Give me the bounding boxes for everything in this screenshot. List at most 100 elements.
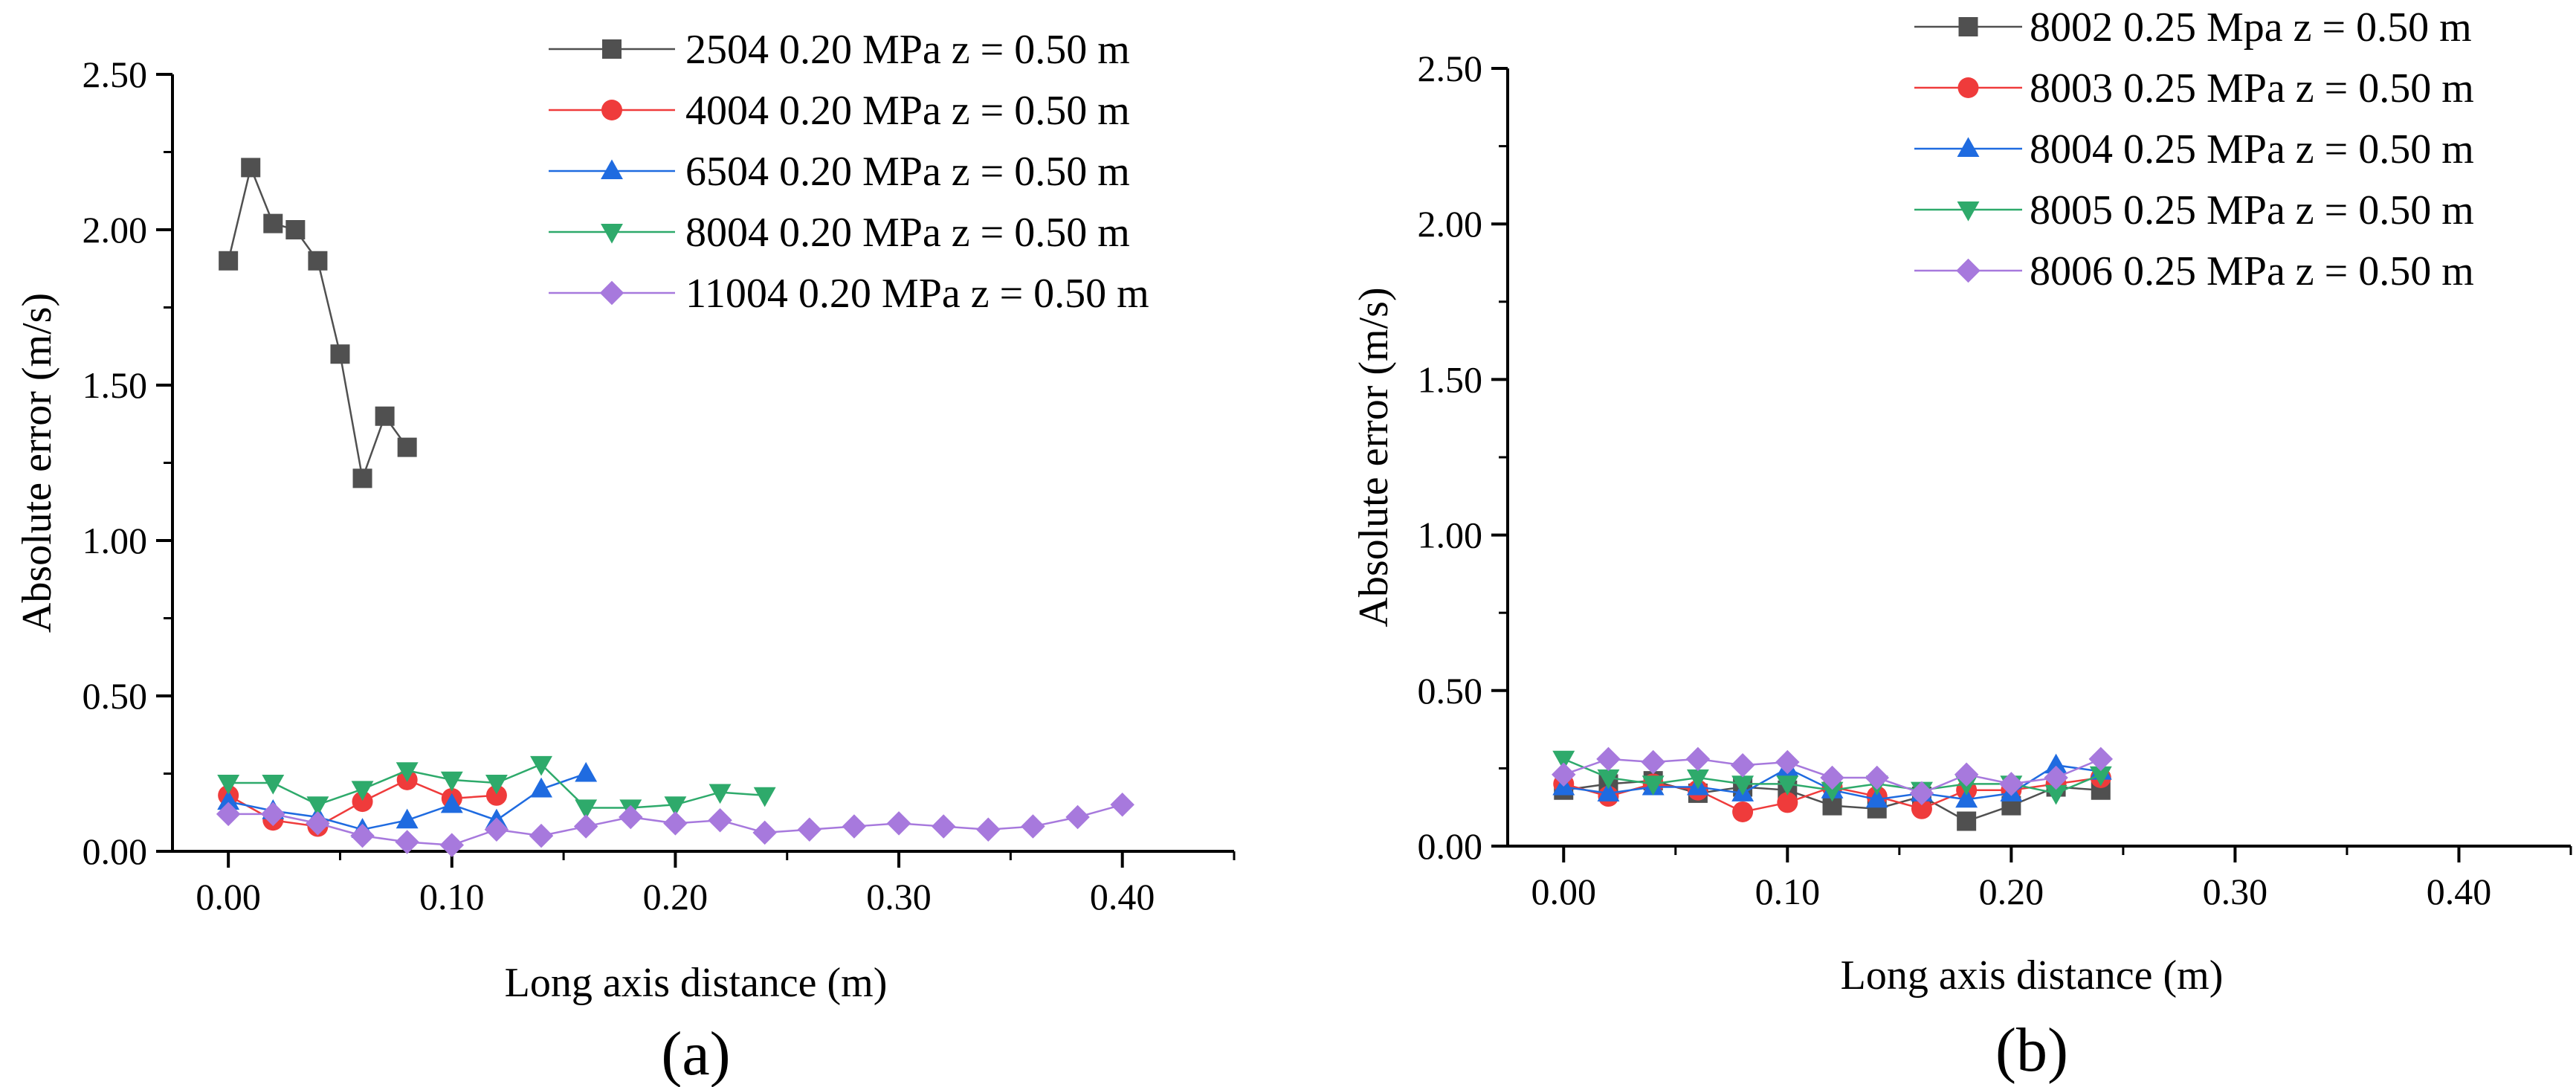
- legend-label: 6504 0.20 MPa z = 0.50 m: [685, 149, 1130, 195]
- legend-marker: [602, 39, 622, 59]
- data-point: [886, 811, 911, 836]
- data-point: [1597, 769, 1620, 790]
- data-point: [1776, 775, 1799, 796]
- data-point: [976, 817, 1001, 842]
- data-point: [708, 807, 732, 833]
- data-point: [1909, 781, 1934, 806]
- y-tick-label: 2.50: [1418, 48, 1483, 89]
- x-tick-label: 0.30: [2203, 871, 2268, 912]
- data-point: [261, 801, 285, 827]
- data-point: [529, 823, 554, 848]
- x-tick-label: 0.10: [419, 876, 485, 917]
- data-point: [396, 808, 419, 829]
- data-point: [375, 406, 395, 426]
- data-point: [350, 823, 375, 848]
- legend-marker: [599, 280, 624, 306]
- legend-label: 8006 0.25 MPa z = 0.50 m: [2030, 248, 2474, 294]
- legend-label: 4004 0.20 MPa z = 0.50 m: [685, 88, 1130, 134]
- data-point: [1110, 793, 1134, 817]
- data-point: [1731, 775, 1755, 796]
- legend-marker: [1957, 137, 1980, 158]
- x-tick-label: 0.20: [643, 876, 708, 917]
- y-tick-label: 1.50: [1418, 358, 1483, 400]
- data-point: [308, 251, 328, 271]
- data-point: [306, 796, 329, 816]
- data-point: [573, 814, 598, 839]
- data-point: [1065, 804, 1090, 830]
- data-point: [2044, 765, 2068, 790]
- panel-b: 0.00 0.10 0.20 0.30 0.40 0.00 0.50 1.00 1.50 2.00…: [1351, 4, 2572, 1085]
- legend-label: 8004 0.20 MPa z = 0.50 m: [685, 210, 1130, 256]
- data-point: [440, 771, 463, 792]
- panel-label: (a): [661, 1019, 730, 1087]
- legend-label: 8003 0.25 MPa z = 0.50 m: [2030, 65, 2474, 112]
- data-point: [1957, 811, 1977, 831]
- x-tick-label: 0.00: [196, 876, 261, 917]
- data-point: [1685, 746, 1711, 772]
- y-tick-label: 0.50: [1418, 670, 1483, 712]
- data-point: [217, 774, 240, 795]
- data-point: [530, 755, 552, 776]
- data-point: [1686, 769, 1709, 790]
- data-point: [1730, 752, 1755, 778]
- x-axis-title: Long axis distance (m): [1841, 952, 2224, 999]
- data-point: [1552, 750, 1575, 771]
- data-point: [1821, 781, 1844, 802]
- data-point: [1820, 765, 1844, 790]
- x-axis-title: Long axis distance (m): [505, 960, 888, 1006]
- y-tick-label: 2.00: [1418, 203, 1483, 245]
- x-tick-label: 0.10: [1755, 871, 1821, 912]
- data-point: [216, 801, 241, 827]
- y-tick-label: 0.00: [1418, 825, 1483, 867]
- panel-a: 0.00 0.10 0.20 0.30 0.40 0.00 0.50 1.00 1.50 2.00…: [14, 27, 1236, 1087]
- data-point: [485, 774, 508, 795]
- data-point: [752, 820, 777, 845]
- data-point: [262, 774, 285, 795]
- data-point: [1822, 796, 1842, 816]
- data-point: [1955, 787, 1978, 808]
- data-point: [708, 784, 732, 804]
- data-point: [439, 833, 465, 857]
- data-point: [440, 793, 463, 813]
- data-point: [219, 251, 239, 271]
- legend-label: 8005 0.25 MPa z = 0.50 m: [2030, 187, 2474, 233]
- data-point: [1775, 749, 1800, 775]
- data-point: [797, 817, 822, 842]
- data-point: [2044, 753, 2067, 774]
- x-tick-label: 0.20: [1979, 871, 2044, 912]
- legend-label: 8004 0.25 MPa z = 0.50 m: [2030, 126, 2474, 172]
- y-tick-label: 0.50: [83, 675, 148, 717]
- legend-marker: [1957, 201, 1980, 222]
- data-point: [1021, 814, 1045, 839]
- data-point: [352, 791, 373, 813]
- data-point: [619, 804, 643, 830]
- data-point: [1641, 749, 1665, 775]
- data-point: [575, 761, 598, 782]
- y-tick-label: 1.50: [83, 364, 148, 406]
- data-point: [263, 213, 283, 233]
- data-point: [575, 799, 598, 820]
- data-point: [285, 220, 306, 239]
- data-point: [1552, 762, 1576, 787]
- data-point: [1596, 746, 1621, 772]
- y-axis-title: Absolute error (m/s): [14, 293, 60, 633]
- x-tick-label: 0.40: [2427, 871, 2492, 912]
- data-point: [306, 811, 330, 836]
- data-point: [241, 158, 261, 178]
- data-point: [1642, 775, 1665, 796]
- data-point: [1911, 798, 1932, 819]
- data-point: [485, 784, 507, 806]
- data-point: [1999, 772, 2024, 796]
- legend-marker: [601, 100, 622, 120]
- y-tick-label: 0.00: [83, 830, 148, 872]
- data-point: [2089, 766, 2112, 787]
- y-tick-label: 2.50: [83, 54, 148, 95]
- legend-label: 11004 0.20 MPa z = 0.50 m: [685, 271, 1149, 317]
- data-point: [664, 796, 687, 816]
- data-point: [395, 830, 419, 854]
- series-line: [227, 164, 408, 483]
- legend-marker: [601, 159, 623, 180]
- y-tick-label: 1.00: [83, 520, 148, 561]
- data-point: [753, 787, 776, 807]
